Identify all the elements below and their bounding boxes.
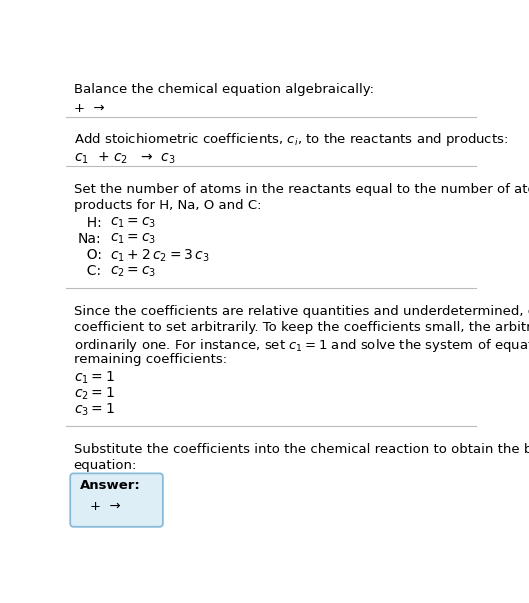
Text: Balance the chemical equation algebraically:: Balance the chemical equation algebraica… (74, 83, 373, 95)
Text: coefficient to set arbitrarily. To keep the coefficients small, the arbitrary va: coefficient to set arbitrarily. To keep … (74, 321, 529, 334)
FancyBboxPatch shape (70, 473, 163, 527)
Text: $c_1$  + $c_2$   →  $c_3$: $c_1$ + $c_2$ → $c_3$ (74, 151, 176, 166)
Text: Na:: Na: (78, 232, 101, 246)
Text: products for H, Na, O and C:: products for H, Na, O and C: (74, 199, 261, 212)
Text: Set the number of atoms in the reactants equal to the number of atoms in the: Set the number of atoms in the reactants… (74, 183, 529, 196)
Text: O:: O: (78, 248, 102, 262)
Text: +  →: + → (74, 102, 104, 115)
Text: +  →: + → (90, 500, 121, 513)
Text: $c_1 = c_3$: $c_1 = c_3$ (111, 232, 157, 247)
Text: Since the coefficients are relative quantities and underdetermined, choose a: Since the coefficients are relative quan… (74, 305, 529, 318)
Text: remaining coefficients:: remaining coefficients: (74, 353, 226, 366)
Text: $c_1 = 1$: $c_1 = 1$ (74, 370, 114, 387)
Text: Add stoichiometric coefficients, $c_i$, to the reactants and products:: Add stoichiometric coefficients, $c_i$, … (74, 131, 508, 148)
Text: C:: C: (78, 264, 101, 278)
Text: $c_2 = 1$: $c_2 = 1$ (74, 386, 114, 402)
Text: Substitute the coefficients into the chemical reaction to obtain the balanced: Substitute the coefficients into the che… (74, 443, 529, 456)
Text: $c_3 = 1$: $c_3 = 1$ (74, 402, 114, 418)
Text: Answer:: Answer: (80, 479, 140, 493)
Text: $c_1 = c_3$: $c_1 = c_3$ (111, 216, 157, 230)
Text: $c_1 + 2\,c_2 = 3\,c_3$: $c_1 + 2\,c_2 = 3\,c_3$ (111, 248, 210, 265)
Text: equation:: equation: (74, 459, 137, 472)
Text: $c_2 = c_3$: $c_2 = c_3$ (111, 264, 157, 279)
Text: H:: H: (78, 216, 102, 230)
Text: ordinarily one. For instance, set $c_1 = 1$ and solve the system of equations fo: ordinarily one. For instance, set $c_1 =… (74, 337, 529, 354)
